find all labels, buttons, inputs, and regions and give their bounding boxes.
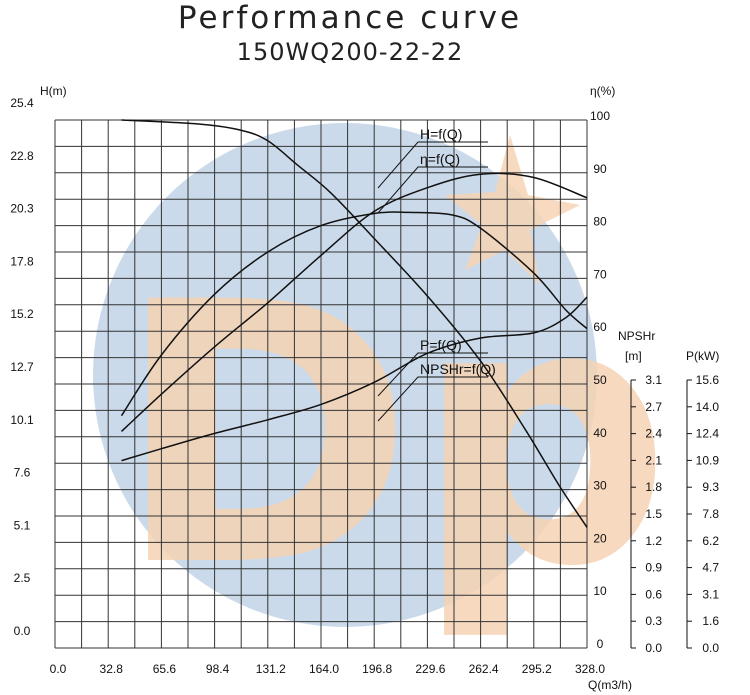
eta-curve — [120, 211, 588, 417]
p-tick-label: 15.6 — [696, 373, 720, 387]
p-tick-label: 6.2 — [702, 534, 719, 548]
npshr-axis-sublabel: [m] — [625, 349, 642, 363]
eta-axis-label: η(%) — [590, 84, 615, 98]
h-tick-label: 7.6 — [14, 466, 31, 480]
eta-tick-label: 40 — [593, 426, 607, 440]
npshr-tick-label: 2.7 — [645, 400, 662, 414]
npshr-axis-label: NPSHr — [618, 329, 655, 343]
h-tick-label: 22.8 — [10, 149, 34, 163]
x-tick-label: 229.6 — [415, 662, 445, 676]
h-tick-label: 17.8 — [10, 254, 34, 268]
eta-tick-label: 10 — [593, 584, 607, 598]
eta-tick-label: 50 — [593, 373, 607, 387]
h-tick-label: 2.5 — [14, 571, 31, 585]
npshr-tick-label: 1.5 — [645, 507, 662, 521]
npshr-tick-label: 0.6 — [645, 587, 662, 601]
p-curve-label: P=f(Q) — [420, 337, 462, 353]
p-tick-label: 12.4 — [696, 427, 720, 441]
eta-curve-label: η=f(Q) — [420, 151, 460, 167]
h-tick-label: 20.3 — [10, 202, 34, 216]
p-tick-label: 10.9 — [696, 453, 720, 467]
h-tick-label: 0.0 — [14, 624, 31, 638]
eta-tick-label: 100 — [590, 109, 610, 123]
eta-tick-label: 60 — [593, 320, 607, 334]
x-tick-label: 32.8 — [100, 662, 124, 676]
npshr-tick-label: 0.3 — [645, 614, 662, 628]
npshr-tick-label: 0.9 — [645, 561, 662, 575]
x-tick-label: 131.2 — [256, 662, 286, 676]
power-curve — [120, 172, 588, 432]
eta-tick-label: 0 — [597, 637, 604, 651]
p-axis-label: P(kW) — [686, 349, 719, 363]
h-tick-label: 10.1 — [10, 413, 34, 427]
p-tick-label: 14.0 — [696, 400, 720, 414]
h-tick-label: 25.4 — [10, 96, 34, 110]
npshr-tick-label: 0.0 — [645, 641, 662, 655]
eta-tick-label: 70 — [593, 267, 607, 281]
watermark-letters: Dp — [115, 226, 672, 645]
h-tick-label: 5.1 — [14, 518, 31, 532]
npshr-tick-label: 3.1 — [645, 373, 662, 387]
npshr-tick-label: 2.1 — [645, 453, 662, 467]
h-curve-leader — [377, 141, 488, 189]
h-curve — [121, 119, 588, 528]
eta-tick-label: 20 — [593, 531, 607, 545]
p-tick-label: 7.8 — [702, 507, 719, 521]
h-tick-label: 12.7 — [10, 360, 34, 374]
npshr-axis: 3.1 2.7 2.4 2.1 1.8 1.5 1.2 0.9 0.6 0.3 0.0 — [630, 373, 662, 655]
x-tick-label: 262.4 — [469, 662, 499, 676]
p-tick-label: 9.3 — [702, 480, 719, 494]
p-tick-label: 1.6 — [702, 614, 719, 628]
grid — [54, 119, 588, 649]
h-axis-label: H(m) — [40, 84, 67, 98]
p-tick-label: 4.7 — [702, 561, 719, 575]
chart-title: Performance curve — [178, 0, 522, 36]
npshr-tick-label: 2.4 — [645, 427, 662, 441]
h-curve-label: H=f(Q) — [420, 126, 462, 142]
eta-tick-label: 80 — [593, 215, 607, 229]
curves — [120, 119, 588, 528]
watermark-star — [445, 135, 580, 285]
h-tick-label: 15.2 — [10, 307, 34, 321]
x-tick-label: 0.0 — [50, 662, 67, 676]
x-tick-label: 65.6 — [153, 662, 177, 676]
eta-curve-leader — [377, 166, 488, 214]
p-axis: 15.6 14.0 12.4 10.9 9.3 7.8 6.2 4.7 3.1 1.6 0.0 — [686, 373, 720, 655]
eta-tick-label: 30 — [593, 479, 607, 493]
x-tick-label: 196.8 — [362, 662, 392, 676]
npshr-curve-leader — [377, 376, 488, 422]
npshr-curve-label: NPSHr=f(Q) — [420, 361, 496, 377]
h-axis-ticks: 25.4 22.8 20.3 17.8 15.2 12.7 10.1 7.6 5.1 2.5 0.0 — [10, 96, 34, 638]
eta-tick-label: 90 — [593, 162, 607, 176]
x-tick-label: 328.0 — [575, 662, 605, 676]
p-curve-leader — [377, 352, 488, 397]
x-axis-ticks: 0.0 32.8 65.6 98.4 131.2 164.0 196.8 229.6 262.4… — [50, 662, 606, 676]
x-tick-label: 164.0 — [309, 662, 339, 676]
watermark-globe — [93, 123, 597, 627]
chart-subtitle: 150WQ200-22-22 — [237, 38, 464, 66]
npshr-tick-label: 1.8 — [645, 480, 662, 494]
npshr-tick-label: 1.2 — [645, 534, 662, 548]
x-tick-label: 295.2 — [522, 662, 552, 676]
npshr-curve — [121, 296, 588, 462]
p-tick-label: 3.1 — [702, 587, 719, 601]
curve-labels: H=f(Q) η=f(Q) P=f(Q) NPSHr=f(Q) — [377, 126, 496, 422]
p-tick-label: 0.0 — [702, 641, 719, 655]
x-axis-label: Q(m3/h) — [588, 678, 632, 692]
x-tick-label: 98.4 — [206, 662, 230, 676]
